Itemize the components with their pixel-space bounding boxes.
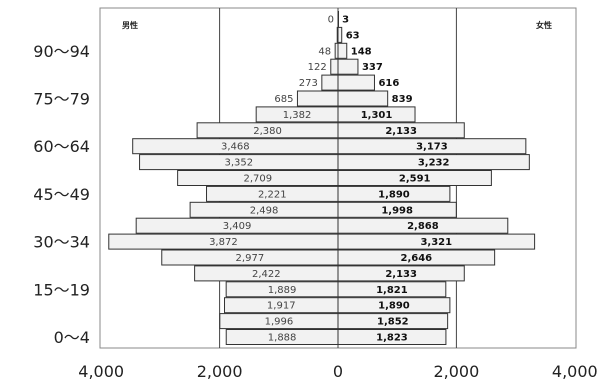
x-tick-label: 4,000 [552, 362, 598, 381]
bar-female-15 [337, 90, 389, 107]
x-tick-label: 2,000 [197, 362, 243, 381]
label-male-5: 2,977 [236, 253, 265, 264]
y-axis-ticks: 0～4 15～19 30～34 45～49 60～64 75～79 90～94 [33, 42, 90, 347]
bar-female-8 [337, 201, 457, 218]
bar-female-2 [337, 297, 451, 314]
label-male-8: 2,498 [250, 205, 279, 216]
bar-male-16 [321, 74, 339, 91]
bars [108, 11, 536, 345]
label-female-13: 2,133 [385, 126, 417, 137]
x-axis-ticks: 4,000 2,000 0 2,000 4,000 [78, 362, 597, 381]
x-tick-label: 4,000 [78, 362, 124, 381]
label-female-17: 337 [362, 62, 383, 73]
label-male-15: 685 [274, 94, 293, 105]
label-female-16: 616 [378, 78, 399, 89]
bar-male-17 [330, 58, 339, 75]
label-female-5: 2,646 [401, 253, 433, 264]
y-tick-label: 75～79 [33, 90, 90, 109]
x-tick-label: 0 [333, 362, 343, 381]
label-female-20: 3 [342, 15, 349, 26]
bar-female-1 [337, 313, 449, 330]
label-male-4: 2,422 [252, 269, 281, 280]
label-male-16: 273 [299, 78, 318, 89]
bar-female-12 [337, 138, 527, 155]
label-female-8: 1,998 [381, 205, 413, 216]
y-tick-label: 15～19 [33, 280, 90, 299]
label-male-12: 3,468 [221, 142, 250, 153]
bar-female-20 [337, 11, 339, 27]
label-female-10: 2,591 [399, 174, 431, 185]
y-tick-label: 30～34 [33, 233, 90, 252]
y-tick-label: 0～4 [54, 328, 90, 347]
label-female-15: 839 [392, 94, 413, 105]
label-male-11: 3,352 [224, 158, 253, 169]
label-female-1: 1,852 [377, 317, 409, 328]
bar-female-17 [337, 58, 359, 75]
bar-female-7 [337, 217, 509, 234]
bar-female-9 [337, 185, 451, 202]
label-female-0: 1,823 [376, 333, 408, 344]
label-male-3: 1,889 [268, 285, 297, 296]
bar-female-0 [337, 329, 447, 345]
data-labels: 1,888 1,823 1,996 1,852 1,917 1,890 1,889 1,821… [122, 15, 552, 344]
bar-female-18 [337, 42, 348, 59]
label-male-10: 2,709 [243, 174, 272, 185]
label-female-6: 3,321 [420, 237, 452, 248]
y-tick-label: 45～49 [33, 185, 90, 204]
series-label-female: 女性 [536, 20, 552, 30]
label-female-14: 1,301 [361, 110, 393, 121]
bar-female-3 [337, 281, 447, 298]
label-male-2: 1,917 [267, 301, 296, 312]
bar-female-11 [337, 154, 530, 171]
x-tick-label: 2,000 [433, 362, 479, 381]
bar-female-16 [337, 74, 375, 91]
bar-female-4 [337, 265, 465, 282]
label-male-6: 3,872 [209, 237, 238, 248]
label-female-3: 1,821 [376, 285, 408, 296]
series-label-male: 男性 [122, 20, 138, 30]
label-female-2: 1,890 [378, 301, 410, 312]
label-male-18: 48 [318, 46, 331, 57]
bar-female-19 [337, 26, 343, 43]
label-male-17: 122 [308, 62, 327, 73]
bar-female-5 [337, 249, 496, 266]
label-male-14: 1,382 [283, 110, 312, 121]
y-tick-label: 60～64 [33, 137, 90, 156]
label-male-1: 1,996 [265, 317, 294, 328]
bar-female-13 [337, 122, 465, 139]
label-male-0: 1,888 [268, 333, 297, 344]
label-female-9: 1,890 [378, 189, 410, 200]
bar-female-6 [337, 233, 536, 250]
label-female-11: 3,232 [418, 158, 450, 169]
y-tick-label: 90～94 [33, 42, 90, 61]
label-male-20: 0 [328, 15, 334, 26]
label-female-18: 148 [351, 46, 372, 57]
label-female-7: 2,868 [407, 221, 439, 232]
label-female-19: 63 [346, 30, 360, 41]
bar-male-15 [296, 90, 339, 107]
label-female-4: 2,133 [385, 269, 417, 280]
label-male-7: 3,409 [223, 221, 252, 232]
bar-female-10 [337, 170, 492, 186]
label-female-12: 3,173 [416, 142, 448, 153]
label-male-9: 2,221 [258, 189, 287, 200]
label-male-13: 2,380 [253, 126, 282, 137]
bar-female-14 [337, 106, 416, 123]
